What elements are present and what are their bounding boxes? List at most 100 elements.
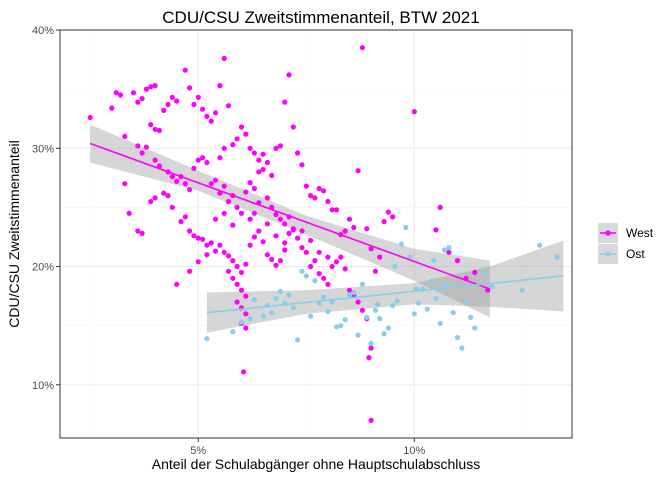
data-point-west: [187, 187, 193, 193]
data-point-west: [273, 262, 279, 268]
legend: West Ost: [598, 223, 654, 264]
data-point-west: [243, 131, 249, 137]
data-point-west: [126, 210, 132, 216]
data-point-west: [342, 228, 348, 234]
minor-gridlines: [60, 30, 572, 438]
data-point-west: [234, 263, 240, 270]
data-point-west: [152, 126, 158, 132]
data-point-west: [165, 101, 171, 108]
data-point-west: [269, 172, 275, 179]
data-point-ost: [321, 294, 327, 300]
data-point-west: [169, 174, 175, 180]
data-point-west: [247, 216, 253, 222]
data-point-west: [212, 248, 219, 254]
data-point-west: [433, 227, 439, 233]
data-point-west: [221, 55, 227, 62]
y-tick-label: 30%: [32, 143, 54, 155]
data-point-west: [260, 151, 266, 157]
data-point-west: [238, 210, 245, 216]
data-point-west: [204, 159, 210, 166]
data-point-west: [169, 94, 175, 100]
data-point-ost: [346, 292, 353, 298]
fit-lines: [89, 142, 564, 314]
data-point-west: [247, 242, 253, 248]
data-point-west: [264, 221, 270, 227]
data-point-west: [169, 204, 175, 210]
data-point-ost: [290, 305, 296, 311]
data-point-west: [221, 210, 227, 216]
data-point-west: [241, 369, 247, 375]
data-point-west: [139, 150, 145, 156]
data-point-west: [238, 269, 245, 275]
data-point-ost: [251, 297, 257, 303]
data-point-west: [143, 144, 149, 150]
data-point-ost: [394, 298, 400, 304]
data-point-west: [208, 181, 214, 187]
data-point-west: [243, 293, 249, 299]
chart-title: CDU/CSU Zweitstimmenanteil, BTW 2021: [162, 8, 479, 27]
data-point-ost: [392, 263, 398, 270]
data-point-west: [187, 268, 193, 274]
plot-panel: [59, 29, 573, 439]
legend-point-ost: [605, 251, 611, 257]
data-point-west: [273, 145, 279, 151]
y-axis-title: CDU/CSU Zweitstimmenanteil: [6, 140, 22, 327]
data-point-west: [195, 259, 201, 265]
data-point-ost: [441, 247, 448, 253]
data-point-ost: [489, 284, 495, 290]
x-axis-ticks: 5% 10%: [190, 438, 426, 457]
data-point-west: [295, 235, 301, 241]
data-point-ost: [431, 258, 437, 264]
data-point-west: [308, 263, 314, 270]
data-point-west: [282, 240, 288, 246]
data-point-west: [316, 185, 322, 192]
data-point-ost: [329, 299, 335, 305]
data-point-ost: [247, 316, 253, 322]
data-point-west: [204, 252, 210, 258]
data-point-west: [230, 275, 236, 281]
data-point-ost: [519, 287, 525, 293]
data-point-west: [200, 236, 206, 242]
data-point-west: [346, 287, 353, 293]
data-point-west: [256, 157, 262, 163]
data-point-west: [234, 299, 240, 305]
data-point-west: [290, 124, 296, 130]
data-point-west: [454, 258, 461, 264]
data-point-west: [195, 157, 201, 163]
data-point-west: [204, 242, 210, 248]
data-point-ost: [450, 310, 456, 316]
data-point-west: [251, 150, 257, 156]
fit-line-west: [89, 142, 491, 290]
data-point-west: [282, 99, 288, 105]
data-point-west: [346, 216, 353, 222]
data-point-west: [174, 281, 180, 287]
data-point-west: [351, 224, 357, 231]
data-point-west: [238, 124, 245, 130]
data-point-ost: [368, 340, 374, 346]
data-point-ost: [554, 254, 560, 260]
data-point-ost: [429, 278, 435, 284]
x-axis-title: Anteil der Schulabgänger ohne Hauptschul…: [152, 456, 480, 472]
data-point-west: [200, 106, 206, 112]
data-point-west: [368, 345, 374, 351]
data-point-ost: [204, 336, 210, 342]
data-point-west: [303, 249, 309, 255]
data-point-ost: [277, 288, 283, 294]
data-point-ost: [454, 334, 461, 341]
data-point-west: [113, 90, 119, 96]
data-point-ost: [377, 316, 383, 322]
data-point-west: [217, 83, 223, 89]
data-point-west: [217, 155, 223, 161]
data-point-west: [234, 136, 240, 142]
data-point-west: [208, 118, 214, 124]
data-point-west: [312, 195, 318, 201]
data-point-west: [277, 143, 283, 149]
data-point-ost: [269, 310, 275, 316]
data-point-west: [182, 181, 188, 187]
data-point-west: [325, 254, 331, 260]
data-point-west: [122, 181, 128, 187]
data-point-ost: [480, 269, 486, 275]
data-point-ost: [467, 314, 474, 320]
data-point-west: [178, 219, 184, 225]
data-point-west: [256, 228, 262, 234]
